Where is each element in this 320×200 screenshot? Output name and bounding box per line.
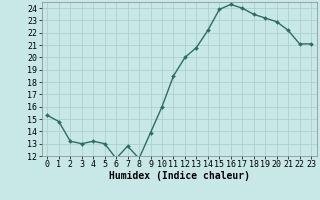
X-axis label: Humidex (Indice chaleur): Humidex (Indice chaleur)	[109, 171, 250, 181]
